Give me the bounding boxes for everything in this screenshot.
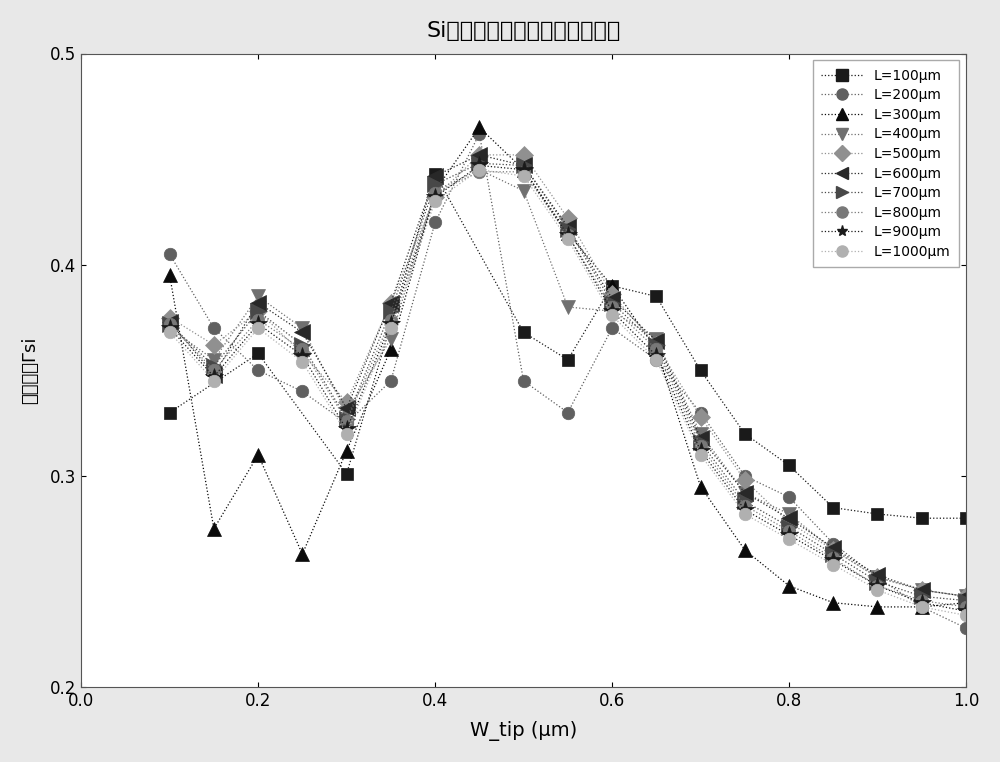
Y-axis label: 限制因子Γsi: 限制因子Γsi [21,337,39,404]
X-axis label: W_tip (μm): W_tip (μm) [470,721,577,741]
Legend: L=100μm, L=200μm, L=300μm, L=400μm, L=500μm, L=600μm, L=700μm, L=800μm, L=900μm,: L=100μm, L=200μm, L=300μm, L=400μm, L=50… [813,60,959,267]
Title: Si波导中模式限制因子模拟结果: Si波导中模式限制因子模拟结果 [426,21,621,41]
